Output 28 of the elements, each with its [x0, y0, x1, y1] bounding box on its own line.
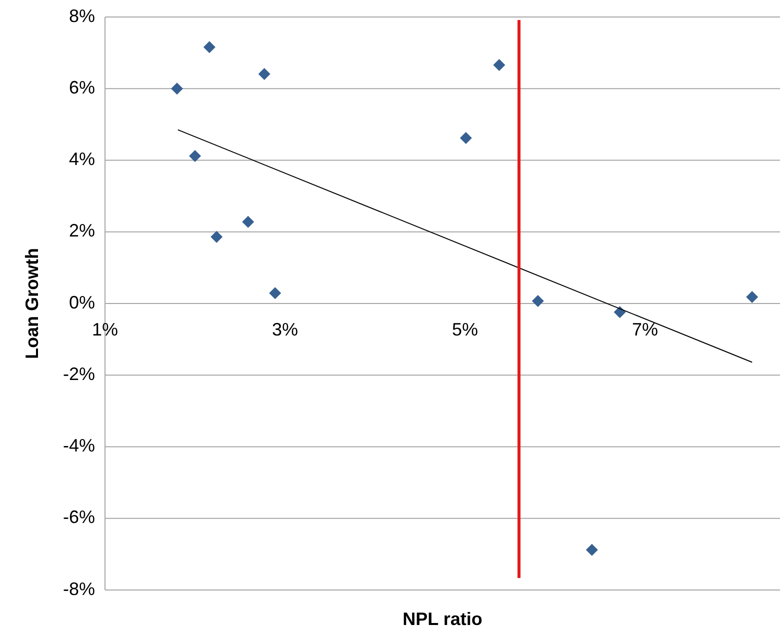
point: [614, 306, 626, 318]
point: [269, 287, 282, 300]
y-tick-label: -8%: [62, 578, 95, 599]
y-tick-label: 0%: [68, 292, 95, 312]
y-tick-label: 8%: [68, 6, 95, 26]
y-tick-label: -2%: [62, 364, 95, 384]
y-tick-label: -4%: [62, 436, 95, 456]
point: [258, 68, 270, 80]
x-tick-label: 7%: [632, 320, 658, 340]
point: [203, 41, 216, 54]
point: [242, 216, 254, 228]
point: [586, 544, 598, 556]
point: [189, 150, 201, 162]
point: [171, 82, 183, 95]
x-tick-label: 5%: [452, 320, 478, 340]
point: [746, 291, 758, 304]
y-tick-label: 6%: [68, 77, 95, 98]
x-tick-label: 3%: [272, 320, 298, 340]
y-axis-title: Loan Growth: [22, 248, 42, 359]
x-axis-title: NPL ratio: [402, 609, 482, 629]
point: [210, 230, 223, 243]
y-tick-label: -6%: [62, 507, 95, 528]
y-tick-label: 2%: [68, 220, 95, 241]
point: [532, 294, 544, 307]
point: [493, 58, 506, 71]
point: [460, 132, 472, 144]
x-tick-label: 1%: [92, 320, 118, 340]
y-tick-label: 4%: [68, 149, 95, 169]
